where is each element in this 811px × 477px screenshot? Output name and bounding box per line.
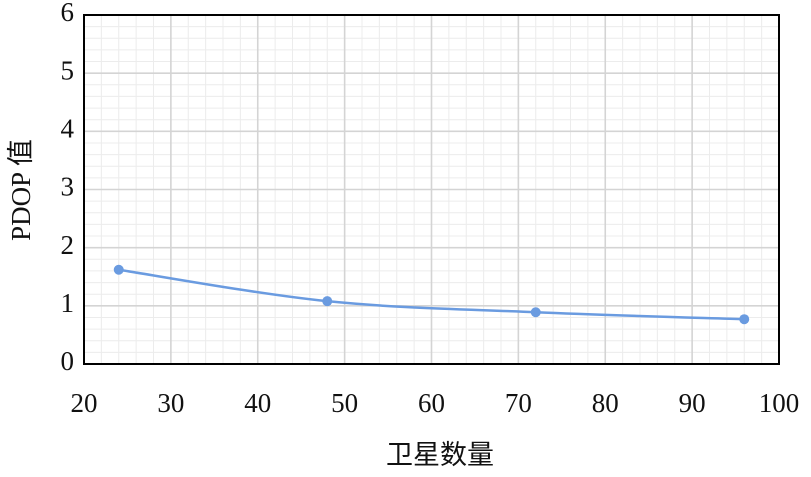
x-tick-label: 90 [679,388,706,418]
plot-frame [83,14,780,365]
y-tick-label: 3 [61,172,75,202]
x-tick-label: 80 [592,388,619,418]
point [530,307,541,318]
y-tick-label: 2 [61,230,75,260]
point [739,314,750,325]
point [322,296,333,307]
y-tick-label: 1 [61,288,75,318]
line [118,268,745,321]
y-tick-label: 5 [61,55,75,85]
y-tick-label: 4 [61,114,75,144]
x-tick-label: 20 [71,388,98,418]
x-tick-label: 100 [759,388,800,418]
x-tick-label: 70 [505,388,532,418]
y-axis-label: PDOP 值 [6,139,36,241]
x-tick-label: 50 [331,388,358,418]
point [113,264,124,275]
x-tick-label: 60 [418,388,445,418]
x-axis-label: 卫星数量 [386,440,494,470]
x-tick-label: 30 [157,388,184,418]
y-tick-label: 0 [61,346,75,376]
y-tick-label: 6 [61,0,75,27]
x-tick-label: 40 [244,388,271,418]
